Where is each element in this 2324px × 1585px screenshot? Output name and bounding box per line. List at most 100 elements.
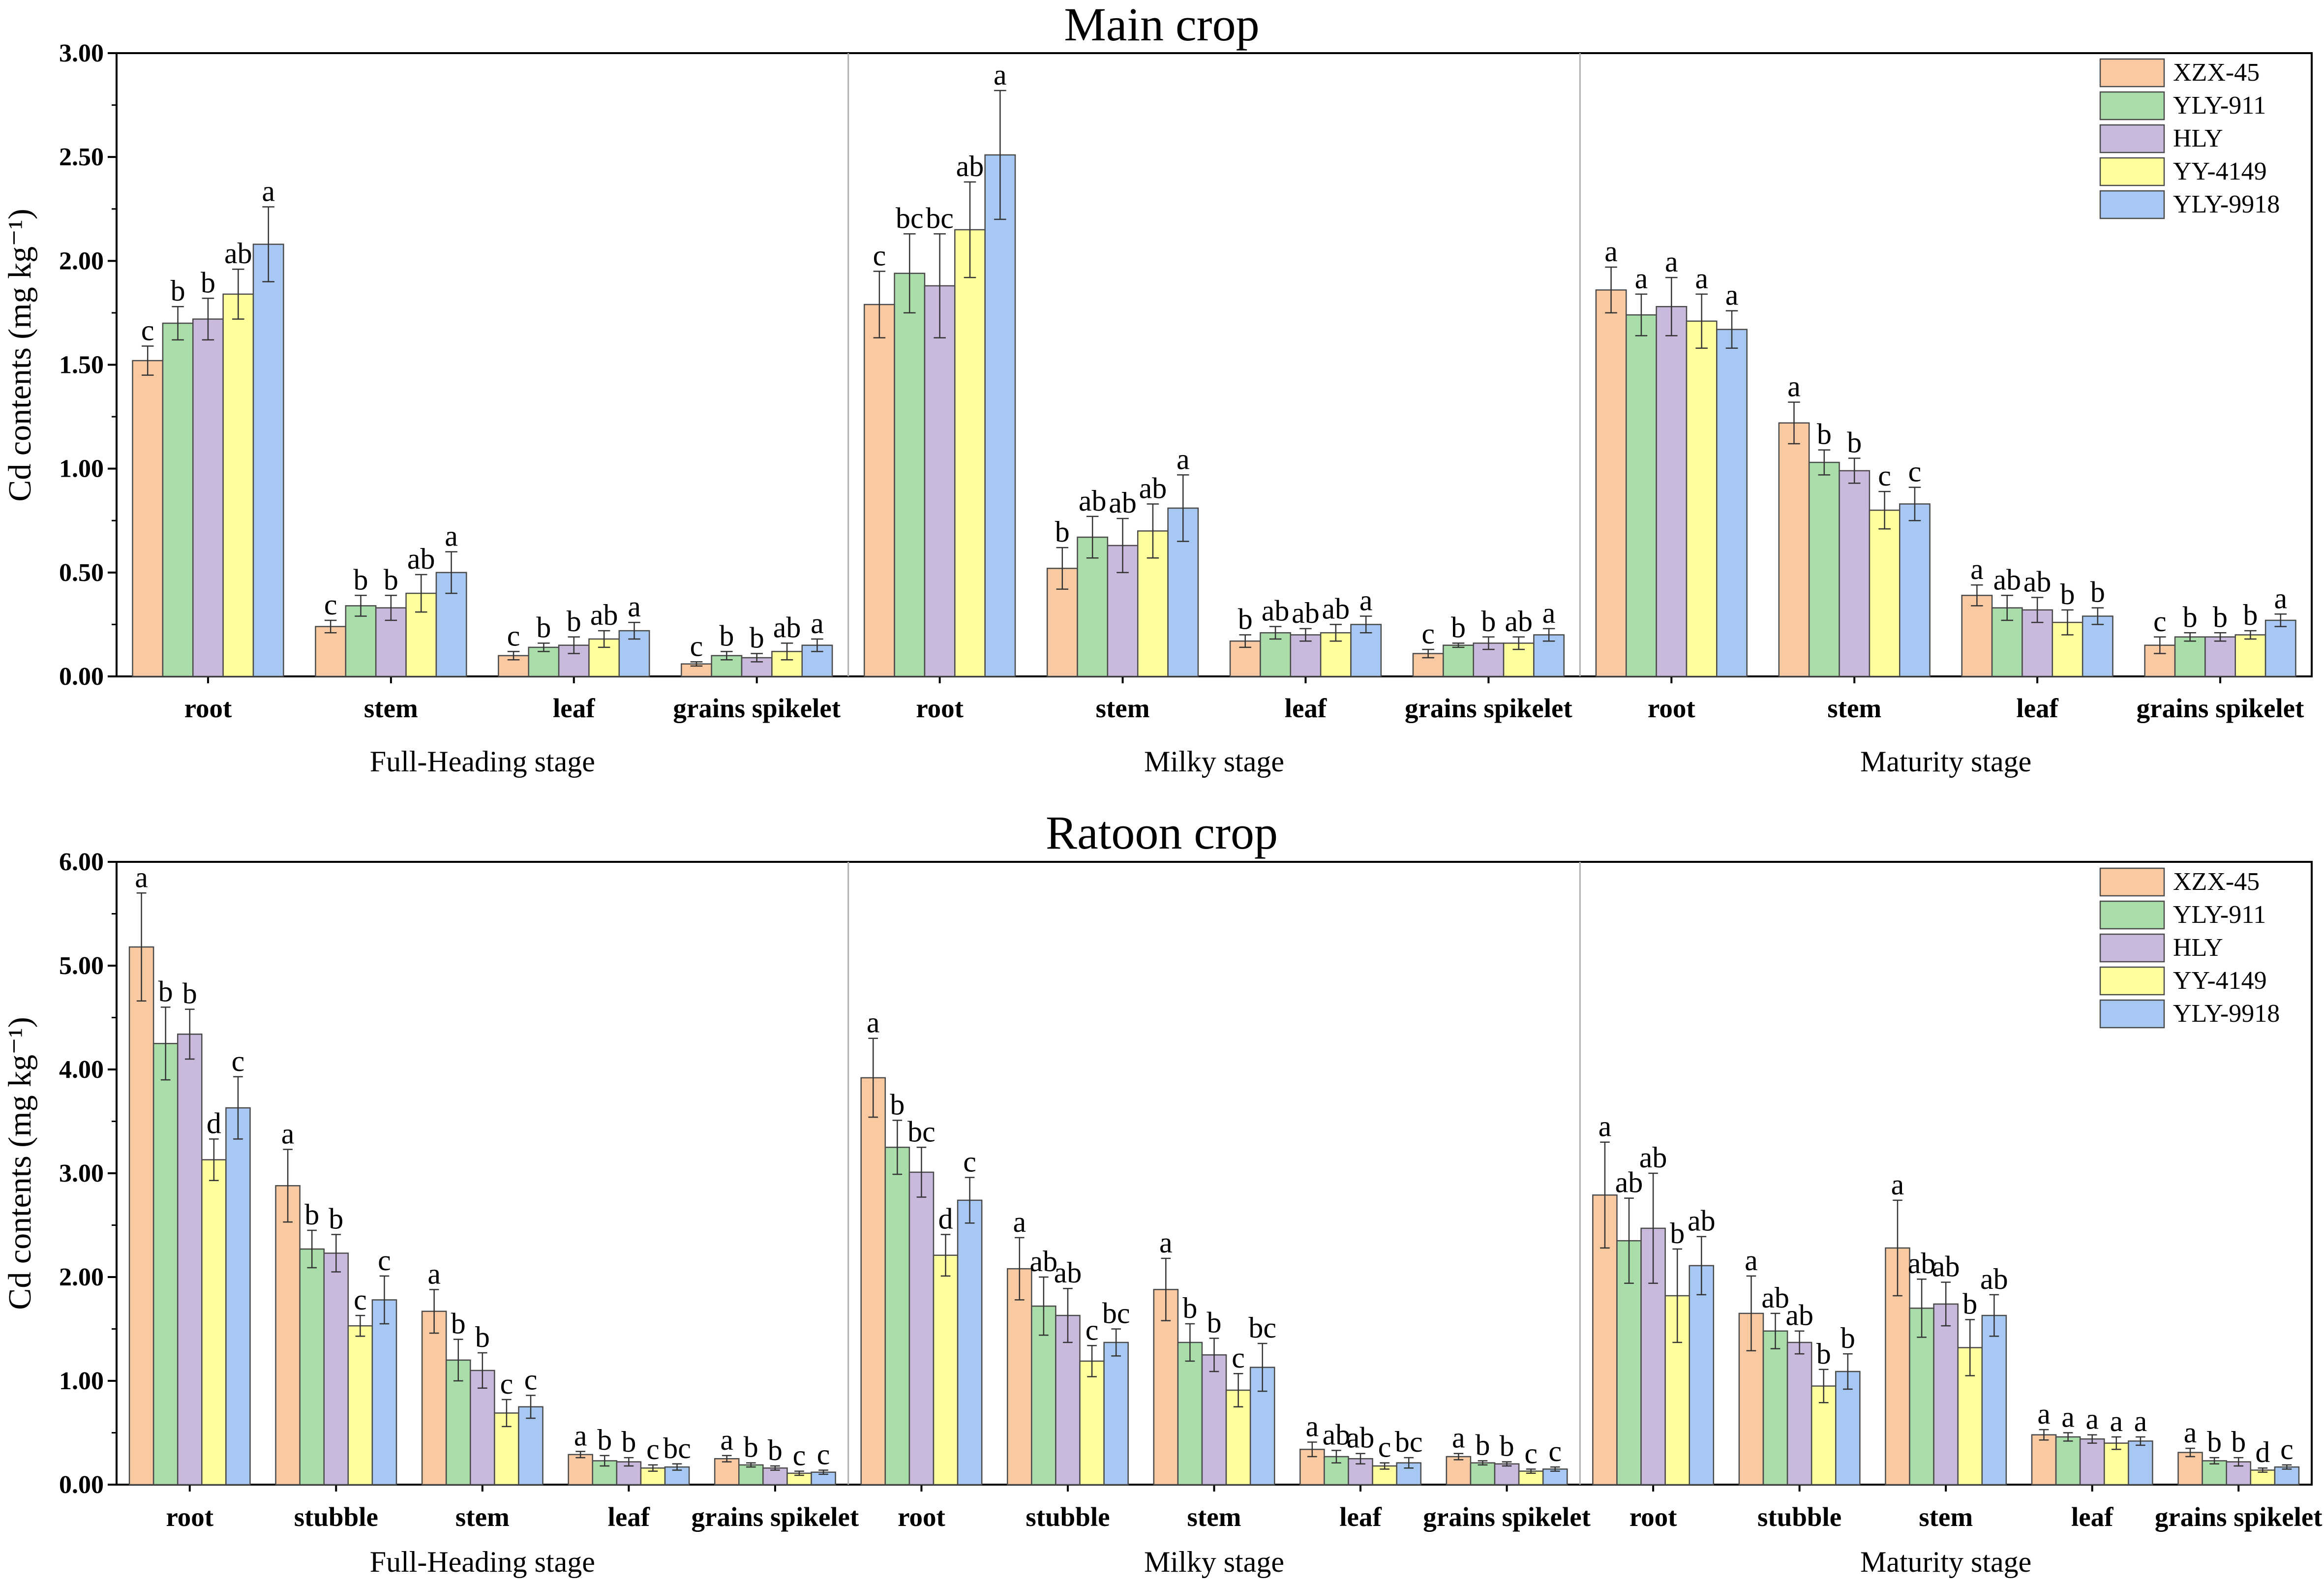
bar-YY-4149 [201, 1159, 227, 1486]
bar-YLY-911 [1762, 1330, 1788, 1486]
legend-label: YLY-911 [2173, 91, 2266, 120]
bar-YLY-9918 [984, 154, 1016, 677]
significance-letter: c [1524, 1437, 1538, 1469]
significance-letter: a [427, 1257, 441, 1290]
category-label: root [166, 1502, 213, 1532]
significance-letter: b [621, 1426, 636, 1458]
significance-letter: a [994, 59, 1007, 91]
bar-XZX-45 [1153, 1289, 1179, 1486]
category-label: leaf [553, 693, 595, 723]
bar-HLY [2204, 636, 2236, 677]
main-crop-title: Main crop [1064, 0, 1259, 51]
significance-letter: c [646, 1433, 660, 1465]
significance-letter: a [2037, 1398, 2051, 1430]
significance-letter: a [1604, 235, 1618, 268]
significance-letter: ab [1785, 1299, 1813, 1332]
significance-letter: b [768, 1434, 783, 1466]
bar-YLY-9918 [1689, 1265, 1715, 1486]
bar-XZX-45 [1778, 422, 1810, 677]
significance-letter: b [2231, 1426, 2246, 1458]
significance-letter: b [1481, 605, 1496, 638]
bar-YY-4149 [1079, 1360, 1105, 1486]
significance-letter: c [524, 1364, 538, 1396]
category-label: leaf [608, 1502, 650, 1532]
bar-YLY-9918 [1716, 329, 1748, 677]
significance-letter: ab [1505, 605, 1533, 638]
significance-letter: c [324, 588, 337, 621]
y-tick-label: 2.00 [59, 247, 104, 275]
significance-letter: c [232, 1045, 245, 1077]
bar-XZX-45 [1446, 1456, 1472, 1486]
significance-letter: a [1013, 1206, 1026, 1238]
significance-letter: ab [224, 237, 252, 270]
bar-YY-4149 [2103, 1442, 2129, 1486]
stage-label: Milky stage [1144, 1546, 1284, 1578]
significance-letter: c [1086, 1313, 1099, 1346]
significance-letter: c [963, 1145, 976, 1178]
category-label: grains spikelet [2155, 1502, 2323, 1532]
bar-YY-4149 [405, 592, 437, 677]
category-label: leaf [2071, 1502, 2113, 1532]
significance-letter: b [158, 975, 173, 1007]
bar-HLY [1656, 305, 1688, 677]
significance-letter: c [1421, 617, 1435, 650]
bar-YLY-911 [738, 1464, 764, 1486]
y-tick-label: 0.00 [59, 1471, 104, 1499]
legend-label: YY-4149 [2173, 157, 2267, 185]
category-label: root [1630, 1502, 1677, 1532]
bar-YY-4149 [347, 1325, 373, 1486]
legend-swatch [2099, 933, 2165, 963]
bar-YLY-911 [152, 1043, 179, 1486]
category-label: grains spikelet [673, 693, 841, 723]
significance-letter: a [2110, 1405, 2123, 1437]
significance-letter: ab [1322, 592, 1350, 625]
significance-letter: a [1665, 245, 1678, 278]
bar-YLY-9918 [957, 1199, 983, 1486]
significance-letter: ab [1980, 1263, 2008, 1295]
significance-letter: ab [407, 543, 435, 575]
category-label: stem [1827, 693, 1881, 723]
y-tick-label: 1.00 [59, 1367, 104, 1395]
bar-YLY-9918 [1899, 503, 1931, 677]
stage-label: Milky stage [1144, 745, 1284, 778]
legend-label: XZX-45 [2173, 59, 2260, 87]
significance-letter: a [262, 175, 275, 208]
bar-YLY-911 [884, 1147, 910, 1486]
significance-letter: b [2213, 601, 2228, 633]
bar-XZX-45 [2031, 1434, 2057, 1486]
significance-letter: ab [1030, 1245, 1058, 1278]
significance-letter: ab [1139, 472, 1167, 504]
significance-letter: c [1878, 459, 1891, 492]
significance-letter: a [1359, 584, 1373, 617]
legend-label: YY-4149 [2173, 967, 2267, 995]
significance-letter: c [141, 314, 154, 346]
significance-letter: b [1182, 1292, 1197, 1324]
significance-letter: ab [1639, 1141, 1667, 1174]
bar-YLY-911 [1616, 1240, 1642, 1486]
stage-label: Full-Heading stage [370, 1546, 595, 1578]
significance-letter: a [1306, 1410, 1319, 1442]
bar-YLY-911 [1625, 314, 1657, 677]
bar-XZX-45 [2144, 644, 2176, 677]
significance-letter: ab [1908, 1247, 1936, 1280]
significance-letter: a [2085, 1403, 2099, 1435]
significance-letter: a [628, 590, 641, 623]
bar-XZX-45 [128, 946, 154, 1486]
significance-letter: c [1548, 1435, 1562, 1467]
bar-HLY [323, 1252, 349, 1486]
legend-label: HLY [2173, 934, 2223, 962]
bar-YLY-9918 [2264, 619, 2296, 677]
legend-swatch [2099, 999, 2165, 1029]
y-tick-label: 5.00 [59, 952, 104, 980]
bar-YY-4149 [933, 1254, 959, 1486]
significance-letter: bc [1248, 1311, 1276, 1344]
y-tick-label: 3.00 [59, 1159, 104, 1188]
bar-YLY-911 [1470, 1462, 1496, 1486]
category-label: grains spikelet [2137, 693, 2304, 723]
significance-letter: b [744, 1431, 758, 1463]
bar-YLY-9918 [811, 1471, 836, 1486]
significance-letter: b [1207, 1306, 1222, 1339]
significance-letter: ab [1347, 1422, 1375, 1454]
significance-letter: bc [896, 202, 924, 234]
